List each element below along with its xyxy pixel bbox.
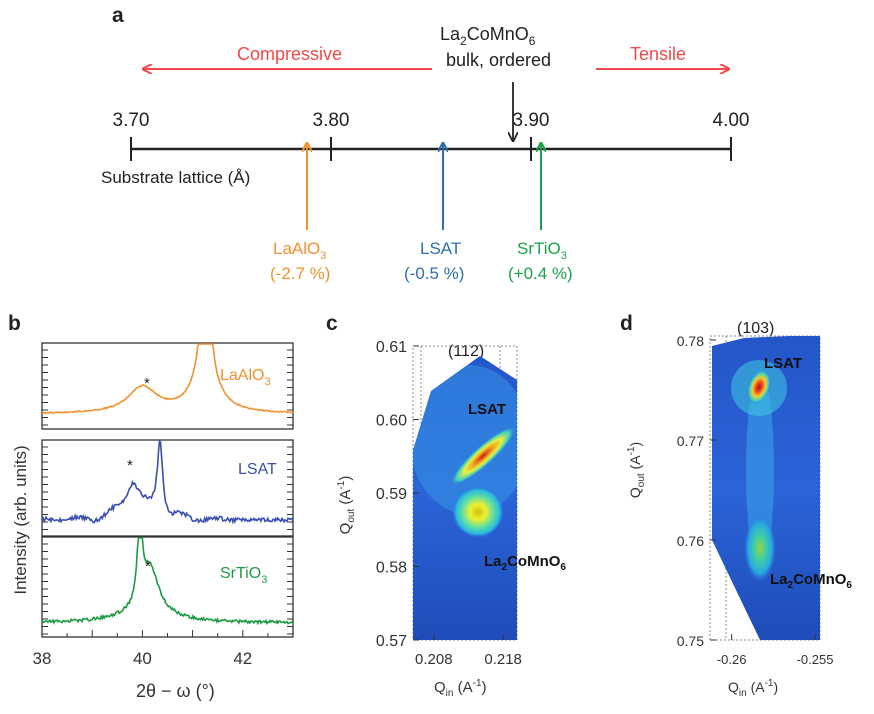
d-ylabel: Qout (A-1) xyxy=(626,442,647,498)
map-ytick-label: 0.78 xyxy=(677,333,704,349)
lattice-tick-label: 4.00 xyxy=(713,110,750,131)
b-minor-ticks xyxy=(42,349,293,635)
lattice-ticks: 3.70 3.80 3.90 4.00 xyxy=(113,110,750,161)
panel-label-a: a xyxy=(112,4,124,27)
lattice-tick-label: 3.70 xyxy=(113,110,150,131)
substrate-srtio3: SrTiO3 (+0.4 %) xyxy=(508,143,573,283)
star-lsat: * xyxy=(127,457,133,474)
c-ylabel: Qout (A-1) xyxy=(336,476,357,535)
b-xticks: 38 40 42 xyxy=(33,630,294,668)
curve-lsat xyxy=(41,440,294,525)
d-lsat-label: LSAT xyxy=(764,355,802,372)
curve-srtio3 xyxy=(41,537,294,626)
map-xtick-label: -0.26 xyxy=(717,652,747,667)
d-lsat-peak xyxy=(746,369,772,405)
c-hkl: (112) xyxy=(448,343,484,360)
star-srtio3: * xyxy=(145,558,151,575)
substrate-laalo3: LaAlO3 (-2.7 %) xyxy=(270,143,330,283)
curve-laalo3 xyxy=(42,343,294,415)
lattice-axis-label: Substrate lattice (Å) xyxy=(101,168,250,187)
b-subplot-lsat xyxy=(41,439,294,537)
b-ylabel: Intensity (arb. units) xyxy=(11,445,30,594)
panel-label-c: c xyxy=(326,312,338,335)
map-ytick-label: 0.59 xyxy=(376,486,407,503)
label-lsat: LSAT xyxy=(238,461,277,478)
panel-a: a La2CoMnO6 bulk, ordered Compressive Te… xyxy=(101,4,749,283)
map-ytick-label: 0.75 xyxy=(677,633,704,649)
b-xlabel: 2θ − ω (°) xyxy=(136,681,215,701)
d-xlabel: Qin (A-1) xyxy=(728,678,778,699)
panel-label-d: d xyxy=(620,312,633,335)
label-srtio3: SrTiO3 xyxy=(220,565,267,586)
c-lsat-peak xyxy=(449,425,517,487)
c-film-peak xyxy=(452,486,504,538)
star-laalo3: * xyxy=(144,375,150,392)
d-hkl: (103) xyxy=(737,320,774,337)
b-xtick-label: 42 xyxy=(233,649,252,668)
d-yticks: 0.78 0.77 0.76 0.75 xyxy=(677,333,716,649)
laalo3-strain: (-2.7 %) xyxy=(270,264,330,283)
panel-label-b: b xyxy=(8,312,21,335)
c-halo xyxy=(413,365,517,515)
map-ytick-label: 0.76 xyxy=(677,533,704,549)
srtio3-name: SrTiO3 xyxy=(517,239,567,262)
d-film-label: La2CoMnO6 xyxy=(770,571,852,591)
map-ytick-label: 0.77 xyxy=(677,433,704,449)
map-ytick-label: 0.58 xyxy=(376,560,407,577)
lsat-name: LSAT xyxy=(420,239,461,258)
d-map xyxy=(712,336,820,640)
tensile-label: Tensile xyxy=(630,44,686,64)
laalo3-name: LaAlO3 xyxy=(273,239,326,262)
b-xtick-label: 40 xyxy=(133,649,152,668)
c-film-label: La2CoMnO6 xyxy=(484,553,566,573)
compressive-label: Compressive xyxy=(237,44,342,64)
c-lsat-label: LSAT xyxy=(468,401,506,418)
lsat-strain: (-0.5 %) xyxy=(404,264,464,283)
bulk-ordered-label: bulk, ordered xyxy=(446,50,551,70)
lattice-tick-label: 3.80 xyxy=(313,110,350,131)
d-xticks: -0.26 -0.255 xyxy=(717,634,834,667)
bulk-label: La2CoMnO6 bulk, ordered xyxy=(440,24,551,70)
map-ytick-label: 0.57 xyxy=(376,633,407,650)
c-xticks: 0.208 0.218 xyxy=(415,634,522,668)
b-xtick-label: 38 xyxy=(33,649,52,668)
b-subplot-laalo3 xyxy=(41,342,294,430)
c-map xyxy=(413,356,517,640)
panel-c: c (112) 0.610.600.590.580.57 0.208 0.218 … xyxy=(326,312,566,699)
srtio3-strain: (+0.4 %) xyxy=(508,264,573,283)
lattice-tick-label: 3.90 xyxy=(513,110,550,131)
map-ytick-label: 0.61 xyxy=(376,339,407,356)
map-ytick-label: 0.60 xyxy=(376,413,407,430)
c-xlabel: Qin (A-1) xyxy=(434,678,487,699)
bulk-formula: La2CoMnO6 xyxy=(440,24,536,48)
d-film-peak xyxy=(744,514,776,582)
map-xtick-label: 0.218 xyxy=(484,651,522,668)
map-xtick-label: -0.255 xyxy=(797,652,834,667)
panel-d: d (103) 0.78 0.77 0.76 0.75 -0.26 -0.255 LSA… xyxy=(620,312,852,699)
map-xtick-label: 0.208 xyxy=(415,651,453,668)
c-yticks: 0.61 0.60 0.59 0.58 0.57 xyxy=(376,339,419,650)
substrate-lsat: LSAT (-0.5 %) xyxy=(404,143,464,283)
label-laalo3: LaAlO3 xyxy=(220,367,271,388)
panel-b: b Intensity (arb. units) * * * LaAlO3 LS… xyxy=(8,312,294,701)
